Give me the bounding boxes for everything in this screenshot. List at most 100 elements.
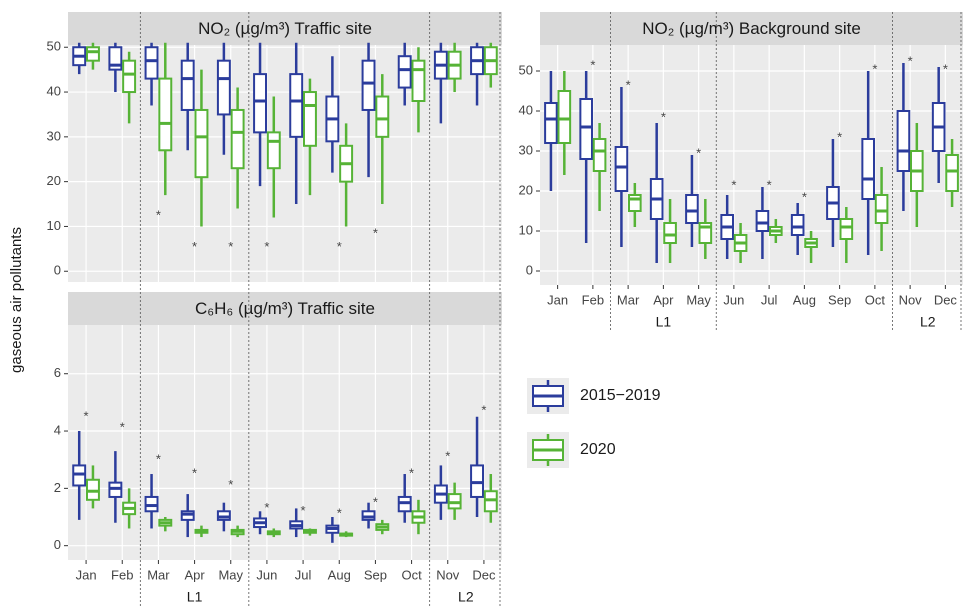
significance-star: * <box>908 53 913 68</box>
y-tick-label: 20 <box>47 173 61 188</box>
box <box>266 131 281 170</box>
x-tick-label: Nov <box>436 567 460 582</box>
x-tick-label: Jun <box>723 292 744 307</box>
x-tick-label: Oct <box>865 292 886 307</box>
x-tick-label: Jul <box>295 567 312 582</box>
significance-star: * <box>156 451 161 466</box>
x-tick-label: Mar <box>147 567 170 582</box>
significance-star: * <box>156 207 161 222</box>
significance-star: * <box>228 477 233 492</box>
box <box>579 98 593 160</box>
box <box>122 59 137 94</box>
box <box>614 146 629 192</box>
significance-star: * <box>264 500 269 515</box>
significance-star: * <box>481 403 486 418</box>
box <box>194 108 209 179</box>
significance-star: * <box>626 77 631 92</box>
significance-star: * <box>696 145 701 160</box>
significance-star: * <box>301 503 306 518</box>
x-tick-label: Jul <box>761 292 778 307</box>
y-tick-label: 40 <box>519 102 533 117</box>
period-label: L2 <box>458 589 474 605</box>
x-tick-label: Apr <box>653 292 674 307</box>
x-tick-label: Apr <box>184 567 205 582</box>
box <box>108 46 123 71</box>
x-tick-label: Dec <box>472 567 496 582</box>
x-tick-label: Nov <box>899 292 923 307</box>
box <box>945 154 959 192</box>
x-tick-label: May <box>218 567 243 582</box>
box <box>755 210 770 232</box>
box <box>144 46 159 80</box>
x-tick-label: Mar <box>617 292 640 307</box>
box <box>874 194 889 224</box>
significance-star: * <box>373 494 378 509</box>
box <box>628 194 642 212</box>
box <box>544 102 558 144</box>
box <box>698 222 713 244</box>
box <box>397 55 412 89</box>
period-label: L1 <box>187 589 203 605</box>
y-tick-label: 0 <box>526 262 533 277</box>
significance-star: * <box>590 57 595 72</box>
x-tick-label: Feb <box>582 292 604 307</box>
y-tick-label: 0 <box>54 537 61 552</box>
box <box>839 218 854 240</box>
x-tick-label: Oct <box>401 567 422 582</box>
significance-star: * <box>228 239 233 254</box>
significance-star: * <box>731 177 736 192</box>
panel-title: NO₂ (µg/m³) Traffic site <box>198 19 372 38</box>
x-tick-label: Jan <box>547 292 568 307</box>
x-tick-label: Jan <box>76 567 97 582</box>
x-tick-label: May <box>686 292 711 307</box>
y-tick-label: 0 <box>54 263 61 278</box>
box <box>180 59 195 111</box>
x-tick-label: Dec <box>934 292 958 307</box>
legend-label: 2020 <box>580 441 616 458</box>
box <box>557 90 572 144</box>
significance-star: * <box>409 466 414 481</box>
y-tick-label: 50 <box>519 62 533 77</box>
significance-star: * <box>837 129 842 144</box>
x-tick-label: Sep <box>828 292 851 307</box>
y-tick-label: 6 <box>54 365 61 380</box>
box <box>158 77 173 152</box>
x-tick-label: Aug <box>328 567 351 582</box>
box <box>85 46 100 62</box>
box <box>289 73 304 138</box>
y-axis-label: gaseous air pollutants <box>8 227 25 373</box>
y-tick-label: 4 <box>54 422 61 437</box>
y-tick-label: 40 <box>47 83 61 98</box>
box <box>253 73 268 134</box>
box <box>375 95 390 138</box>
x-tick-label: Aug <box>793 292 816 307</box>
x-tick-label: Sep <box>364 567 387 582</box>
box <box>685 194 699 224</box>
y-tick-label: 10 <box>519 222 533 237</box>
period-label: L1 <box>656 314 672 330</box>
box <box>411 59 426 103</box>
significance-star: * <box>445 448 450 463</box>
box <box>216 59 231 116</box>
box <box>230 108 245 170</box>
panel-title: NO₂ (µg/m³) Background site <box>642 19 861 38</box>
significance-star: * <box>872 61 877 76</box>
significance-star: * <box>802 189 807 204</box>
legend-label: 2015−2019 <box>580 387 661 404</box>
significance-star: * <box>661 109 666 124</box>
significance-star: * <box>337 239 342 254</box>
panel-title: C₆H₆ (µg/m³) Traffic site <box>195 299 375 318</box>
box <box>861 138 875 200</box>
y-tick-label: 2 <box>54 480 61 495</box>
x-tick-label: Jun <box>256 567 277 582</box>
y-tick-label: 10 <box>47 218 61 233</box>
significance-star: * <box>192 466 197 481</box>
period-label: L2 <box>920 314 936 330</box>
y-tick-label: 20 <box>519 182 533 197</box>
significance-star: * <box>264 239 269 254</box>
significance-star: * <box>84 408 89 423</box>
significance-star: * <box>120 420 125 435</box>
box <box>361 59 376 111</box>
box <box>663 222 677 244</box>
significance-star: * <box>943 61 948 76</box>
